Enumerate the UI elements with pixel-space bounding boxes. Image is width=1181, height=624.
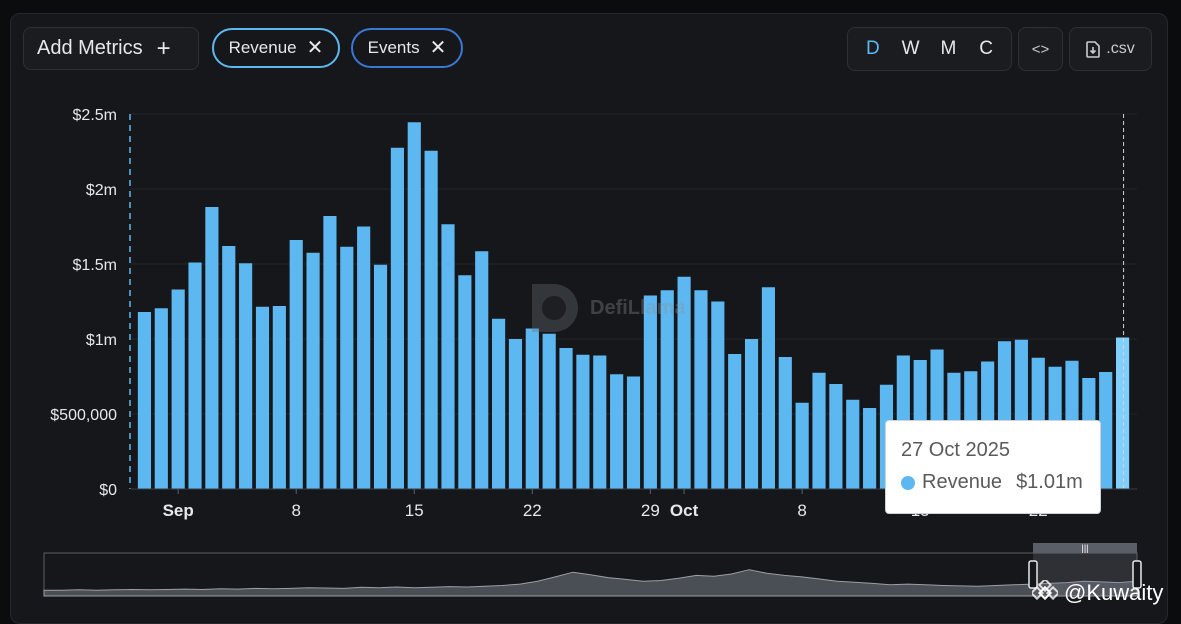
- bar: [694, 290, 708, 489]
- period-monthly-button[interactable]: M: [940, 38, 957, 59]
- bar: [154, 308, 168, 489]
- defillama-watermark: DefiLlama: [528, 280, 686, 336]
- events-chip[interactable]: Events ✕: [351, 28, 463, 68]
- bar: [593, 355, 607, 489]
- close-icon[interactable]: ✕: [306, 37, 324, 59]
- bar: [137, 312, 152, 489]
- y-tick-label: $0: [99, 482, 117, 499]
- revenue-chip-label: Revenue: [228, 38, 297, 57]
- revenue-chip[interactable]: Revenue ✕: [212, 28, 340, 68]
- add-metrics-label: Add Metrics: [37, 37, 143, 59]
- events-chip-label: Events: [367, 38, 420, 57]
- bar: [677, 276, 691, 489]
- bar: [795, 402, 809, 489]
- bar: [171, 289, 185, 489]
- tooltip-series-name: Revenue: [922, 471, 1003, 493]
- x-tick-label: 8: [797, 501, 806, 520]
- y-tick-label: $2m: [86, 182, 117, 199]
- bar: [846, 399, 860, 489]
- y-tick-label: $1.5m: [73, 257, 117, 274]
- bar: [660, 290, 674, 489]
- bar: [323, 216, 337, 489]
- close-icon[interactable]: ✕: [429, 37, 447, 59]
- bar: [761, 287, 775, 489]
- period-daily-button[interactable]: D: [866, 38, 880, 59]
- y-axis: $0 $500,000 $1m $1.5m $2m $2.5m: [50, 107, 131, 499]
- bar: [626, 376, 641, 489]
- file-download-icon: [1086, 40, 1101, 58]
- tooltip-value: $1.01m: [1016, 471, 1083, 493]
- bar: [239, 263, 253, 489]
- bar: [744, 339, 759, 489]
- x-tick-label: Sep: [163, 501, 194, 520]
- bar: [424, 150, 438, 489]
- plus-icon: +: [156, 34, 171, 62]
- bar: [728, 354, 742, 489]
- x-tick-label: 29: [641, 501, 660, 520]
- period-selector: D W M C: [847, 27, 1012, 71]
- x-tick-label: 8: [291, 501, 300, 520]
- bar: [711, 301, 725, 489]
- bar: [812, 372, 826, 489]
- bar: [255, 306, 270, 489]
- brand-name: DefiLlama: [590, 296, 686, 319]
- bar: [1099, 372, 1113, 489]
- bar: [542, 333, 556, 489]
- bar: [458, 275, 472, 489]
- bar: [643, 295, 657, 489]
- brush-handle[interactable]: [1132, 560, 1142, 589]
- bar: [441, 224, 455, 489]
- x-tick-label: Oct: [670, 501, 699, 520]
- code-icon: <>: [1031, 40, 1050, 58]
- add-metrics-button[interactable]: Add Metrics +: [23, 27, 199, 70]
- bar: [390, 147, 404, 489]
- author-watermark: @Kuwaity: [1032, 580, 1163, 606]
- range-brush: |||: [43, 543, 1142, 597]
- y-tick-label: $500,000: [50, 407, 117, 424]
- author-handle: @Kuwaity: [1064, 580, 1164, 605]
- chart-tooltip: 27 Oct 2025 Revenue $1.01m: [885, 420, 1101, 514]
- bar: [829, 384, 843, 489]
- bar: [559, 348, 573, 489]
- grip-icon: |||: [1081, 543, 1088, 553]
- brush-drag-bar: [1033, 543, 1137, 553]
- llama-logo-icon: [532, 284, 578, 332]
- bar: [272, 306, 286, 489]
- bar: [340, 246, 354, 489]
- period-cumulative-button[interactable]: C: [979, 38, 993, 59]
- bar: [1115, 337, 1130, 489]
- embed-button[interactable]: <>: [1018, 27, 1063, 71]
- bar: [492, 318, 506, 489]
- bar: [778, 357, 792, 489]
- tooltip-row: Revenue $1.01m: [901, 471, 1100, 494]
- x-tick-label: 22: [523, 501, 542, 520]
- bar: [407, 122, 421, 489]
- chart-panel: Add Metrics + Revenue ✕ Events ✕ D W M C…: [10, 13, 1168, 624]
- bar: [373, 264, 388, 489]
- bar: [576, 354, 590, 489]
- bar: [306, 252, 320, 489]
- bar: [475, 251, 489, 489]
- bar: [188, 262, 202, 489]
- bar: [289, 240, 303, 489]
- x-tick-label: 15: [405, 501, 424, 520]
- bar: [525, 328, 539, 489]
- csv-download-button[interactable]: .csv: [1069, 27, 1152, 71]
- bar: [863, 408, 877, 489]
- y-tick-label: $2.5m: [73, 107, 117, 124]
- bar: [357, 226, 371, 489]
- period-weekly-button[interactable]: W: [901, 38, 920, 59]
- bar: [610, 374, 624, 489]
- csv-label: .csv: [1106, 40, 1135, 57]
- binance-logo-icon: [1032, 580, 1058, 601]
- bar: [222, 246, 236, 489]
- brush-handle[interactable]: [1028, 560, 1038, 589]
- bar: [205, 207, 219, 489]
- y-tick-label: $1m: [86, 332, 117, 349]
- brush-area: [43, 569, 1138, 597]
- bar: [508, 339, 523, 489]
- series-dot-icon: [901, 475, 915, 490]
- tooltip-date: 27 Oct 2025: [901, 439, 1010, 461]
